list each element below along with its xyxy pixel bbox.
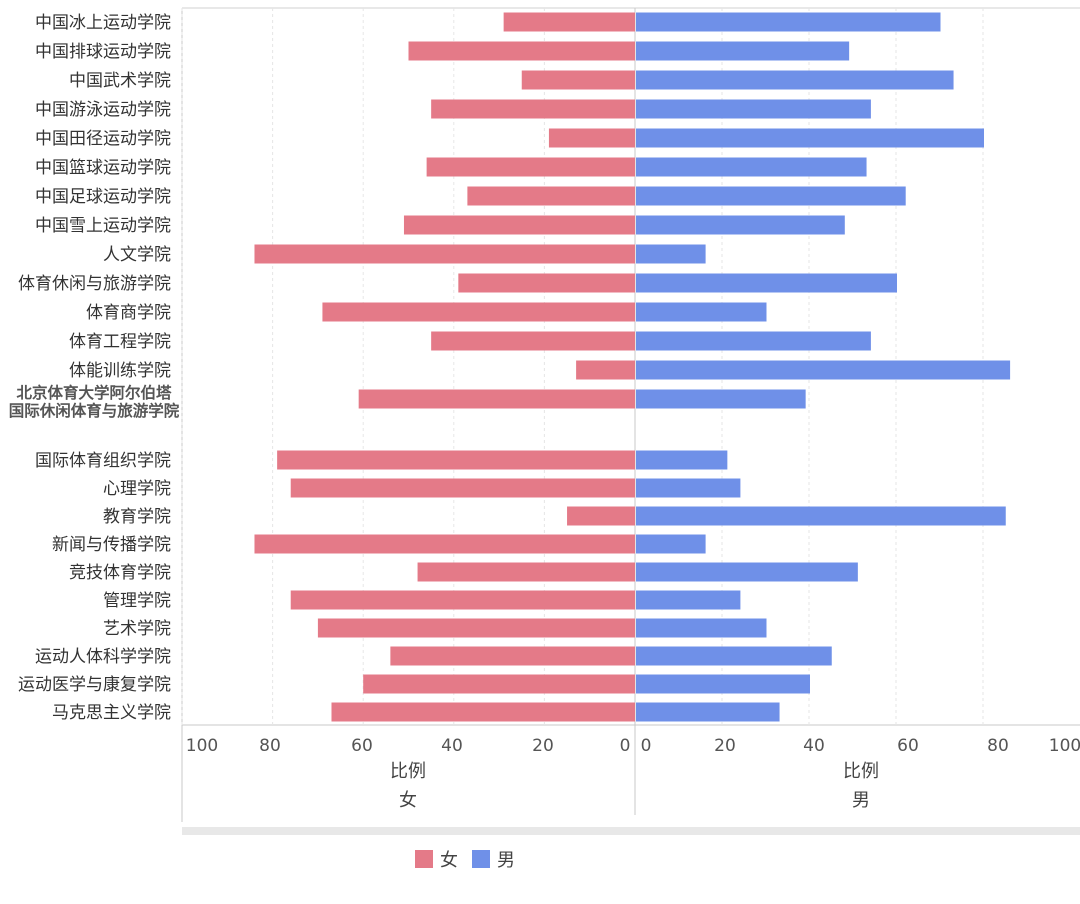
bar-female — [363, 674, 635, 694]
category-label: 体能训练学院 — [69, 361, 171, 381]
bar-male — [636, 41, 850, 61]
category-label: 教育学院 — [103, 507, 171, 527]
category-label: 心理学院 — [103, 479, 171, 499]
bar-male — [636, 450, 728, 470]
bar-female — [254, 244, 636, 264]
bar-male — [636, 157, 867, 177]
category-label: 中国排球运动学院 — [35, 42, 171, 62]
legend-label: 男 — [497, 850, 515, 871]
category-label: 中国足球运动学院 — [35, 187, 171, 207]
bar-female — [548, 128, 635, 148]
category-label: 中国冰上运动学院 — [35, 13, 171, 33]
bar-female — [567, 506, 635, 526]
bar-male — [636, 99, 871, 119]
bar-female — [503, 12, 635, 32]
bar-female — [331, 702, 635, 722]
tick-label-right: 40 — [803, 736, 825, 756]
bar-male — [636, 646, 832, 666]
tick-label-right: 80 — [987, 736, 1009, 756]
legend-swatch — [472, 850, 490, 868]
bar-female — [317, 618, 635, 638]
bar-male — [636, 128, 984, 148]
bar-male — [636, 360, 1011, 380]
tick-label-left: 60 — [351, 736, 373, 756]
category-label: 人文学院 — [103, 245, 171, 265]
bar-female — [431, 331, 635, 351]
bar-female — [290, 590, 635, 610]
bar-female — [403, 215, 635, 235]
category-label: 体育商学院 — [86, 303, 171, 323]
category-label: 管理学院 — [103, 591, 171, 611]
category-label: 国际体育组织学院 — [35, 451, 171, 471]
bar-female — [426, 157, 635, 177]
category-label: 新闻与传播学院 — [52, 535, 171, 555]
bar-male — [636, 70, 954, 90]
category-label: 马克思主义学院 — [52, 703, 171, 723]
category-label: 国际休闲体育与旅游学院 — [9, 401, 180, 420]
category-label: 中国游泳运动学院 — [35, 100, 171, 120]
bar-male — [636, 590, 741, 610]
bar-female — [390, 646, 635, 666]
bar-male — [636, 562, 858, 582]
category-label: 中国田径运动学院 — [35, 129, 171, 149]
tick-label-right: 0 — [641, 736, 652, 756]
category-label: 艺术学院 — [103, 619, 171, 639]
bar-female — [290, 478, 635, 498]
bar-male — [636, 186, 906, 206]
bar-male — [636, 389, 806, 409]
bar-female — [458, 273, 635, 293]
bar-male — [636, 534, 706, 554]
tick-label-left: 20 — [532, 736, 554, 756]
category-label: 体育工程学院 — [69, 332, 171, 352]
category-label: 竞技体育学院 — [69, 563, 171, 583]
tick-label-left: 100 — [186, 736, 218, 756]
bar-female — [254, 534, 636, 554]
category-label: 中国雪上运动学院 — [35, 216, 171, 236]
category-label: 运动人体科学学院 — [35, 647, 171, 667]
bar-male — [636, 674, 810, 694]
scrollbar-track — [182, 827, 1080, 835]
bar-female — [417, 562, 635, 582]
category-label: 中国篮球运动学院 — [35, 158, 171, 178]
bar-male — [636, 478, 741, 498]
bar-female — [408, 41, 635, 61]
tick-label-left: 0 — [620, 736, 631, 756]
category-label: 体育休闲与旅游学院 — [18, 274, 171, 294]
panel-label: 女 — [399, 790, 417, 811]
bar-male — [636, 273, 897, 293]
bar-female — [277, 450, 635, 470]
bar-male — [636, 12, 941, 32]
bar-female — [576, 360, 635, 380]
bar-male — [636, 702, 780, 722]
bar-female — [521, 70, 635, 90]
panel-label: 男 — [852, 790, 870, 811]
x-axis-title: 比例 — [843, 761, 879, 782]
bar-female — [322, 302, 635, 322]
bar-male — [636, 618, 767, 638]
tick-label-right: 100 — [1049, 736, 1080, 756]
category-label: 中国武术学院 — [69, 71, 171, 91]
tick-label-right: 20 — [714, 736, 736, 756]
category-label: 运动医学与康复学院 — [18, 675, 171, 695]
bar-female — [467, 186, 635, 206]
tick-label-right: 60 — [897, 736, 919, 756]
bar-male — [636, 244, 706, 264]
legend-swatch — [415, 850, 433, 868]
tick-label-left: 80 — [259, 736, 281, 756]
tick-label-left: 40 — [441, 736, 463, 756]
category-label: 北京体育大学阿尔伯塔 — [16, 383, 172, 402]
bar-male — [636, 302, 767, 322]
legend-label: 女 — [440, 850, 458, 871]
bar-male — [636, 506, 1006, 526]
bar-male — [636, 215, 845, 235]
bar-male — [636, 331, 871, 351]
bar-female — [358, 389, 635, 409]
bar-female — [431, 99, 635, 119]
x-axis-title: 比例 — [390, 761, 426, 782]
